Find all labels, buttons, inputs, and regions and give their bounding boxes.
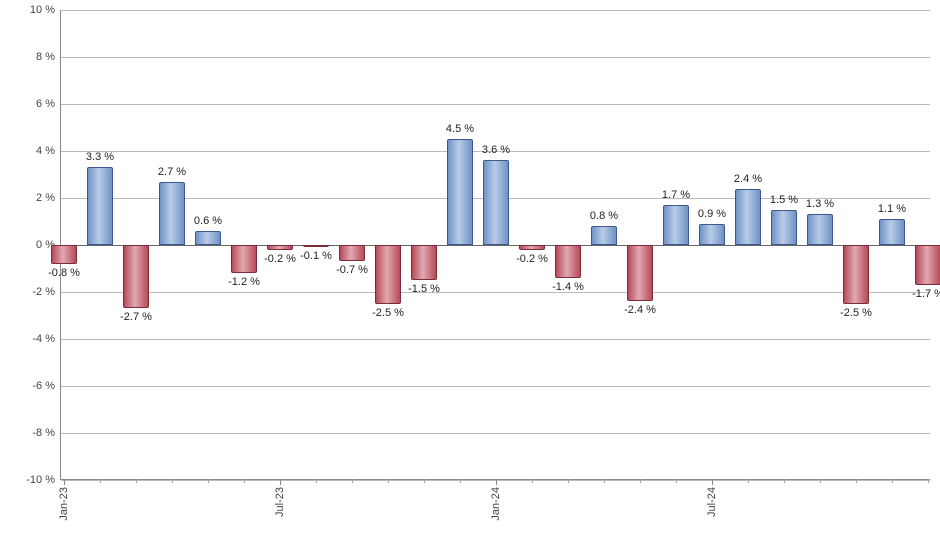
y-tick-label: 6 % bbox=[36, 98, 55, 110]
x-tick-minor bbox=[424, 479, 425, 483]
y-tick-label: -10 % bbox=[26, 474, 55, 486]
bar bbox=[519, 245, 545, 250]
x-tick-minor bbox=[604, 479, 605, 483]
bar bbox=[771, 210, 797, 245]
x-tick-minor bbox=[784, 479, 785, 483]
bar bbox=[303, 245, 329, 247]
x-tick-minor bbox=[244, 479, 245, 483]
value-label: -1.5 % bbox=[408, 283, 440, 295]
x-tick-label: Jan-23 bbox=[58, 487, 70, 521]
bar bbox=[123, 245, 149, 308]
value-label: -2.5 % bbox=[840, 307, 872, 319]
x-tick-minor bbox=[388, 479, 389, 483]
bar bbox=[591, 226, 617, 245]
x-tick-minor bbox=[892, 479, 893, 483]
bar bbox=[483, 160, 509, 245]
x-tick-minor bbox=[172, 479, 173, 483]
x-tick-label: Jan-24 bbox=[490, 487, 502, 521]
bar bbox=[231, 245, 257, 273]
y-tick-label: 10 % bbox=[30, 4, 55, 16]
bar bbox=[735, 189, 761, 245]
value-label: 1.5 % bbox=[770, 194, 798, 206]
x-tick bbox=[64, 479, 65, 485]
bar bbox=[843, 245, 869, 304]
value-label: -0.2 % bbox=[264, 253, 296, 265]
x-tick-minor bbox=[136, 479, 137, 483]
grid-line bbox=[61, 10, 930, 11]
bar bbox=[51, 245, 77, 264]
x-tick-minor bbox=[820, 479, 821, 483]
value-label: 3.6 % bbox=[482, 144, 510, 156]
x-tick-minor bbox=[748, 479, 749, 483]
bar bbox=[807, 214, 833, 245]
bar bbox=[915, 245, 940, 285]
x-tick-minor bbox=[568, 479, 569, 483]
bar bbox=[411, 245, 437, 280]
percent-change-bar-chart: -10 %-8 %-6 %-4 %-2 %0 %2 %4 %6 %8 %10 %… bbox=[0, 0, 940, 550]
grid-line bbox=[61, 57, 930, 58]
x-tick-minor bbox=[676, 479, 677, 483]
value-label: -1.4 % bbox=[552, 281, 584, 293]
x-tick-minor bbox=[460, 479, 461, 483]
value-label: -2.7 % bbox=[120, 311, 152, 323]
bar bbox=[339, 245, 365, 261]
value-label: 1.3 % bbox=[806, 198, 834, 210]
bar bbox=[663, 205, 689, 245]
grid-line bbox=[61, 292, 930, 293]
grid-line bbox=[61, 433, 930, 434]
value-label: 2.7 % bbox=[158, 166, 186, 178]
y-tick-label: -6 % bbox=[32, 380, 55, 392]
value-label: 0.8 % bbox=[590, 210, 618, 222]
value-label: -0.2 % bbox=[516, 253, 548, 265]
y-tick-label: 8 % bbox=[36, 51, 55, 63]
grid-line bbox=[61, 386, 930, 387]
bar bbox=[159, 182, 185, 245]
bar bbox=[555, 245, 581, 278]
x-tick-minor bbox=[928, 479, 929, 483]
y-tick-label: 2 % bbox=[36, 192, 55, 204]
x-tick-minor bbox=[316, 479, 317, 483]
value-label: 4.5 % bbox=[446, 123, 474, 135]
bar bbox=[879, 219, 905, 245]
y-tick-label: -2 % bbox=[32, 286, 55, 298]
x-tick-minor bbox=[352, 479, 353, 483]
bar bbox=[195, 231, 221, 245]
y-tick-label: 4 % bbox=[36, 145, 55, 157]
value-label: -1.7 % bbox=[912, 288, 940, 300]
zero-line bbox=[61, 245, 930, 246]
value-label: -1.2 % bbox=[228, 276, 260, 288]
value-label: 0.9 % bbox=[698, 208, 726, 220]
bar bbox=[447, 139, 473, 245]
plot-area: -10 %-8 %-6 %-4 %-2 %0 %2 %4 %6 %8 %10 %… bbox=[60, 10, 930, 480]
value-label: -2.5 % bbox=[372, 307, 404, 319]
bar bbox=[375, 245, 401, 304]
value-label: 3.3 % bbox=[86, 151, 114, 163]
x-tick-minor bbox=[100, 479, 101, 483]
value-label: 2.4 % bbox=[734, 173, 762, 185]
bar bbox=[627, 245, 653, 301]
grid-line bbox=[61, 339, 930, 340]
x-tick bbox=[712, 479, 713, 485]
x-tick-minor bbox=[856, 479, 857, 483]
value-label: -0.1 % bbox=[300, 250, 332, 262]
x-tick bbox=[280, 479, 281, 485]
bar bbox=[87, 167, 113, 245]
value-label: -0.8 % bbox=[48, 267, 80, 279]
value-label: -0.7 % bbox=[336, 264, 368, 276]
value-label: 1.1 % bbox=[878, 203, 906, 215]
x-tick-label: Jul-23 bbox=[274, 487, 286, 517]
grid-line bbox=[61, 104, 930, 105]
x-tick-label: Jul-24 bbox=[706, 487, 718, 517]
bar bbox=[267, 245, 293, 250]
value-label: -2.4 % bbox=[624, 304, 656, 316]
x-tick bbox=[496, 479, 497, 485]
value-label: 0.6 % bbox=[194, 215, 222, 227]
x-tick-minor bbox=[208, 479, 209, 483]
x-tick-minor bbox=[640, 479, 641, 483]
y-tick-label: -4 % bbox=[32, 333, 55, 345]
bar bbox=[699, 224, 725, 245]
value-label: 1.7 % bbox=[662, 189, 690, 201]
y-tick-label: -8 % bbox=[32, 427, 55, 439]
x-tick-minor bbox=[532, 479, 533, 483]
